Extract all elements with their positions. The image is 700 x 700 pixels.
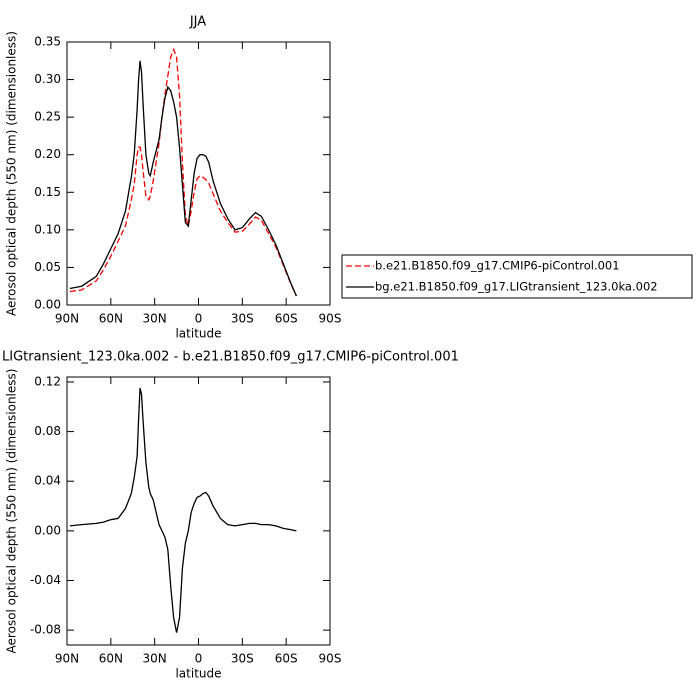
y-tick-label: 0.08 [34, 424, 61, 438]
chart-title: JJA [189, 15, 206, 30]
x-tick-label: 30N [143, 312, 167, 326]
chart-title: LIGtransient_123.0ka.002 - b.e21.B1850.f… [2, 350, 459, 365]
x-tick-label: 30S [231, 652, 254, 666]
x-tick-label: 0 [195, 312, 203, 326]
data-line [69, 388, 297, 633]
x-tick-label: 90S [319, 652, 342, 666]
y-tick-label: 0.35 [34, 35, 61, 49]
x-tick-label: 90S [319, 312, 342, 326]
y-tick-label: 0.30 [34, 72, 61, 86]
y-axis-label: Aerosol optical depth (550 nm) (dimensio… [5, 369, 19, 654]
x-tick-label: 0 [195, 652, 203, 666]
x-tick-label: 30N [143, 652, 167, 666]
y-tick-label: -0.04 [30, 573, 61, 587]
legend-box [341, 254, 693, 299]
x-tick-label: 30S [231, 312, 254, 326]
data-line [69, 47, 297, 297]
y-tick-label: 0.00 [34, 523, 61, 537]
y-tick-label: 0.20 [34, 147, 61, 161]
y-tick-label: 0.15 [34, 185, 61, 199]
x-tick-label: 60N [99, 652, 123, 666]
y-tick-label: 0.04 [34, 474, 61, 488]
y-tick-label: 0.25 [34, 110, 61, 124]
x-tick-label: 90N [55, 652, 79, 666]
x-axis-label: latitude [175, 327, 221, 341]
y-tick-label: 0.05 [34, 260, 61, 274]
y-tick-label: 0.00 [34, 298, 61, 312]
legend-label: b.e21.B1850.f09_g17.CMIP6-piControl.001 [375, 259, 620, 273]
y-axis-label: Aerosol optical depth (550 nm) (dimensio… [5, 31, 19, 316]
y-tick-label: -0.08 [30, 623, 61, 637]
y-tick-label: 0.10 [34, 222, 61, 236]
legend-label: bg.e21.B1850.f09_g17.LIGtransient_123.0k… [375, 280, 658, 294]
x-tick-label: 60N [99, 312, 123, 326]
y-tick-label: 0.12 [34, 374, 61, 388]
x-axis-label: latitude [175, 667, 221, 681]
plot-frame [66, 376, 331, 646]
x-tick-label: 60S [275, 312, 298, 326]
x-tick-label: 60S [275, 652, 298, 666]
data-line [69, 60, 297, 297]
x-tick-label: 90N [55, 312, 79, 326]
